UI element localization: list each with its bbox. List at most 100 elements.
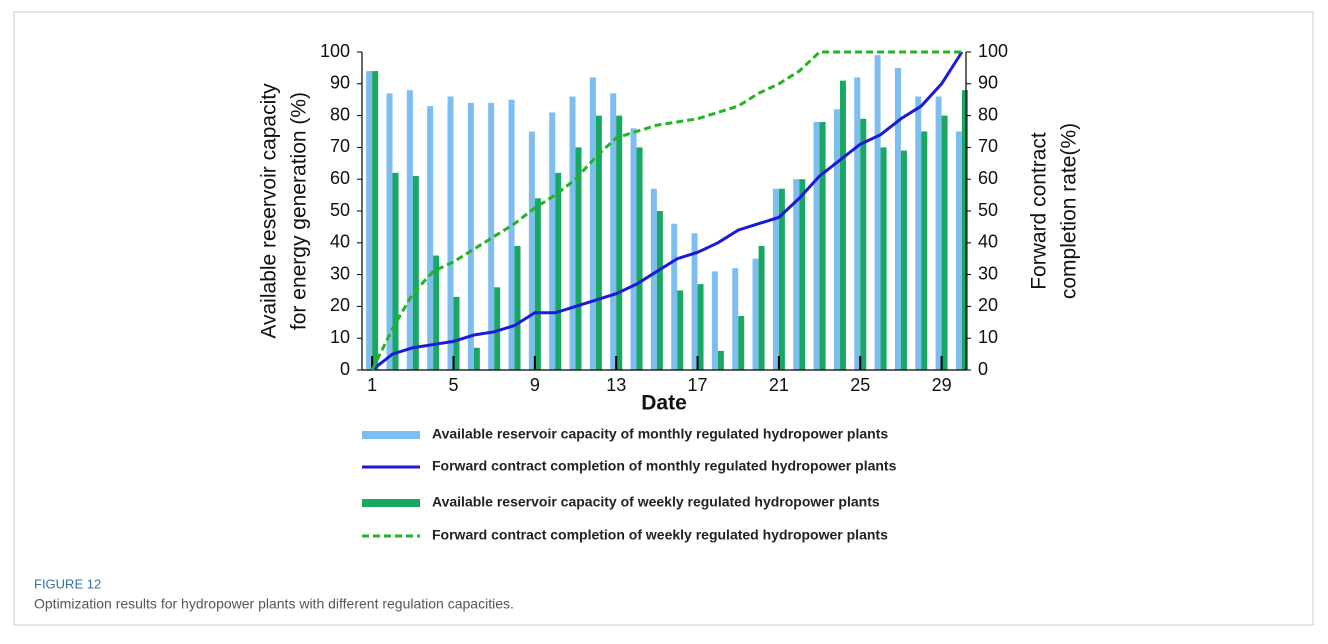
legend-swatch	[362, 499, 420, 507]
bar	[921, 131, 928, 370]
legend-label: Forward contract completion of weekly re…	[432, 527, 888, 543]
y2-axis-label: Forward contract	[1028, 132, 1051, 290]
y2-tick-label: 90	[978, 73, 998, 93]
bar	[514, 245, 521, 370]
y-tick-label: 20	[330, 295, 350, 315]
y2-tick-label: 40	[978, 232, 998, 252]
bar	[772, 188, 779, 370]
bar	[616, 115, 623, 370]
x-tick-label: 5	[449, 375, 459, 395]
bar	[528, 131, 535, 370]
bar	[433, 255, 440, 370]
y2-tick-label: 100	[978, 41, 1008, 61]
x-tick-label: 9	[530, 375, 540, 395]
x-tick-label: 29	[932, 375, 952, 395]
bar	[488, 102, 495, 370]
bar	[860, 118, 867, 370]
bar	[874, 55, 881, 371]
y2-tick-label: 60	[978, 168, 998, 188]
bar	[799, 179, 806, 370]
bar	[372, 71, 379, 370]
bar	[935, 96, 942, 371]
bar	[636, 147, 643, 370]
bar	[610, 93, 617, 370]
bar	[941, 115, 948, 370]
y-tick-label: 100	[320, 41, 350, 61]
y-axis-label: Available reservoir capacity	[258, 83, 281, 339]
y-tick-label: 60	[330, 168, 350, 188]
bar	[569, 96, 576, 371]
y-tick-label: 90	[330, 73, 350, 93]
bar	[955, 131, 962, 370]
y-tick-label: 50	[330, 200, 350, 220]
bar	[691, 233, 698, 370]
bar	[575, 147, 582, 370]
bar	[833, 109, 840, 371]
y2-tick-label: 50	[978, 200, 998, 220]
caption: Optimization results for hydropower plan…	[34, 596, 514, 612]
legend-label: Available reservoir capacity of weekly r…	[432, 494, 880, 510]
bar	[650, 188, 657, 370]
x-axis-label: Date	[641, 392, 687, 415]
legend-label: Available reservoir capacity of monthly …	[432, 426, 888, 442]
bar	[711, 271, 718, 370]
x-tick-label: 1	[367, 375, 377, 395]
y2-axis-label: completion rate(%)	[1058, 123, 1081, 299]
legend-swatch	[362, 431, 420, 439]
bar	[595, 115, 602, 370]
y2-tick-label: 10	[978, 327, 998, 347]
bar	[366, 71, 373, 370]
x-tick-label: 17	[688, 375, 708, 395]
bar	[813, 121, 820, 371]
bar	[406, 90, 413, 370]
y-tick-label: 70	[330, 136, 350, 156]
bar	[656, 211, 663, 370]
x-tick-label: 13	[606, 375, 626, 395]
y-axis-label: for energy generation (%)	[288, 92, 311, 330]
bar	[467, 102, 474, 370]
bar	[758, 245, 765, 370]
bar	[854, 77, 861, 370]
bar	[839, 80, 846, 371]
y-tick-label: 80	[330, 104, 350, 124]
x-tick-label: 21	[769, 375, 789, 395]
bar	[534, 198, 541, 370]
bar	[412, 176, 419, 370]
bar	[961, 90, 968, 370]
bar	[494, 287, 501, 370]
bar	[717, 350, 724, 370]
bar	[697, 284, 704, 370]
y2-tick-label: 20	[978, 295, 998, 315]
y2-tick-label: 80	[978, 104, 998, 124]
line	[371, 51, 964, 372]
bar	[752, 258, 759, 370]
bar	[894, 67, 901, 371]
bar	[793, 179, 800, 370]
bar	[589, 77, 596, 370]
y-tick-label: 0	[340, 359, 350, 379]
y-tick-label: 40	[330, 232, 350, 252]
figure-label: FIGURE 12	[34, 576, 101, 591]
bar	[915, 96, 922, 371]
bar	[732, 268, 739, 370]
y-tick-label: 30	[330, 263, 350, 283]
bar	[386, 93, 393, 370]
bar	[549, 112, 556, 371]
line	[370, 50, 962, 371]
bar	[900, 150, 907, 370]
bar	[671, 223, 678, 370]
bar	[738, 315, 745, 370]
x-tick-label: 25	[850, 375, 870, 395]
legend-label: Forward contract completion of monthly r…	[432, 458, 897, 474]
bar	[778, 188, 785, 370]
bar	[447, 96, 454, 371]
bar	[677, 290, 684, 370]
bar	[880, 147, 887, 370]
bar	[819, 121, 826, 371]
bar	[473, 347, 480, 370]
y2-tick-label: 70	[978, 136, 998, 156]
frame	[13, 11, 1314, 626]
bar	[630, 128, 637, 370]
